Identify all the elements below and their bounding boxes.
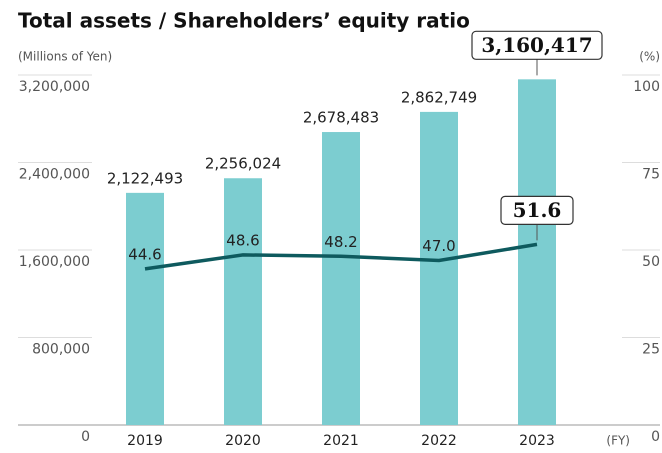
y-tick-label: 3,200,000 [19, 79, 90, 95]
line-series [144, 242, 538, 271]
x-axis-label: (FY) [606, 434, 630, 448]
bar [518, 79, 556, 425]
x-tick-label: 2019 [127, 433, 163, 449]
y-tick-label: 800,000 [32, 342, 90, 358]
bar [420, 111, 458, 425]
bar-value-label: 2,678,483 [303, 109, 379, 127]
x-tick-label: 2023 [519, 433, 555, 449]
line-value-label: 48.6 [226, 231, 259, 249]
chart-title: Total assets / Shareholders’ equity rati… [18, 9, 470, 33]
y2-axis-label: (%) [639, 50, 660, 64]
bar-value-label: 2,122,493 [107, 169, 183, 187]
y2-tick-label: 25 [642, 342, 660, 358]
y-axis-label: (Millions of Yen) [18, 50, 112, 64]
highlight-box [471, 30, 603, 60]
y-tick-label: 0 [81, 429, 90, 445]
bar-value-label: 2,862,749 [401, 88, 477, 106]
x-tick-label: 2020 [225, 433, 261, 449]
line-value-label: 44.6 [128, 245, 161, 263]
bar [322, 132, 360, 425]
bar [224, 178, 262, 425]
highlight-box [500, 195, 574, 225]
y2-tick-label: 100 [633, 79, 660, 95]
bar [126, 192, 164, 425]
x-tick-label: 2021 [323, 433, 359, 449]
y2-tick-label: 0 [651, 429, 660, 445]
y-tick-label: 2,400,000 [19, 167, 90, 183]
line-value-label: 48.2 [324, 233, 357, 251]
y-tick-label: 1,600,000 [19, 254, 90, 270]
y2-tick-label: 50 [642, 254, 660, 270]
bar-value-label: 2,256,024 [205, 155, 281, 173]
x-tick-label: 2022 [421, 433, 457, 449]
bar-value-label: 3,160,417 [481, 33, 592, 57]
line-value-label: 51.6 [513, 198, 562, 222]
y2-tick-label: 75 [642, 167, 660, 183]
line-value-label: 47.0 [422, 237, 455, 255]
